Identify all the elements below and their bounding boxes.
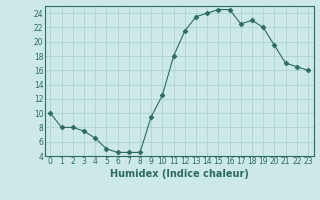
X-axis label: Humidex (Indice chaleur): Humidex (Indice chaleur) (110, 169, 249, 179)
